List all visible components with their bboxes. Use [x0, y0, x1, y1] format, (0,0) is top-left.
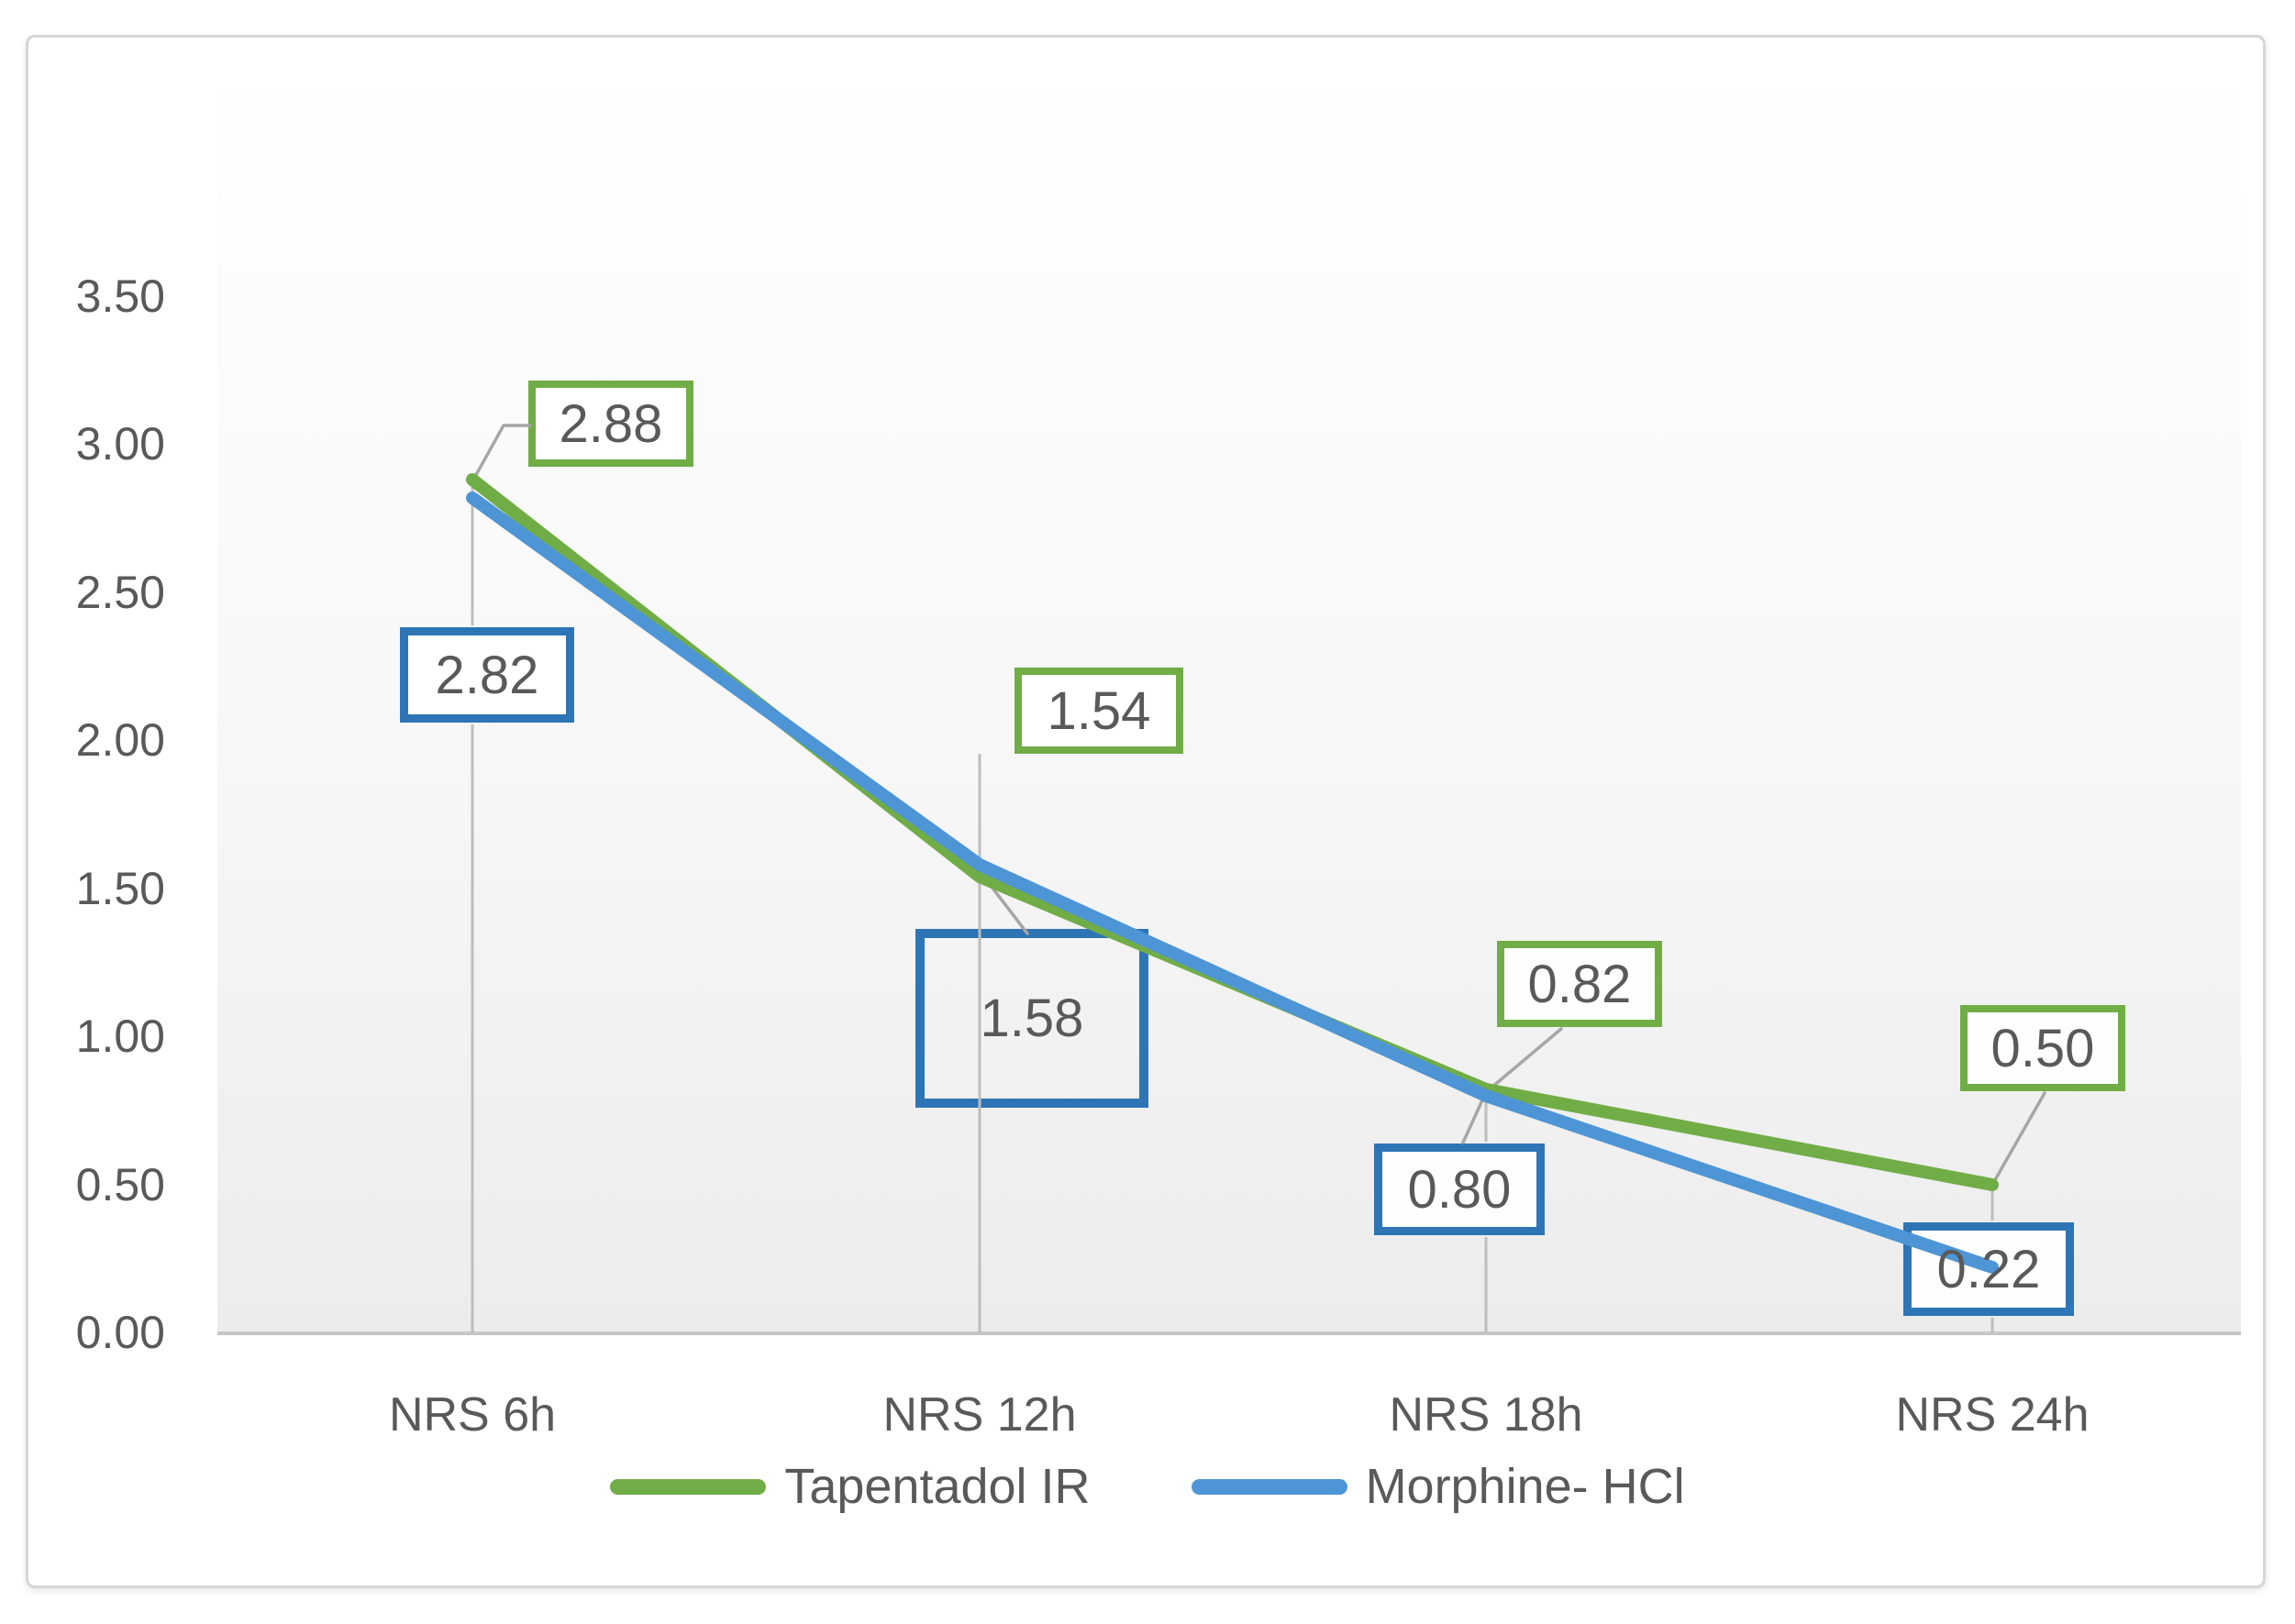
- x-axis-tick-label: NRS 24h: [1895, 1388, 2090, 1442]
- data-label-box: 0.82: [1497, 941, 1662, 1027]
- y-axis-tick-label: 3.50: [75, 271, 165, 322]
- label-leader-line: [1484, 1027, 1563, 1094]
- data-label-box: 0.22: [1903, 1222, 2074, 1316]
- y-axis-tick-label: 2.50: [75, 567, 165, 618]
- data-label-value: 0.50: [1990, 1018, 2095, 1078]
- legend-label: Tapentadol IR: [784, 1459, 1091, 1514]
- label-leader-line: [471, 424, 532, 483]
- data-label-box: 0.50: [1960, 1005, 2125, 1091]
- series-line-tapentadol-ir: [466, 473, 1999, 1191]
- legend-item: Tapentadol IR: [610, 1459, 1091, 1514]
- data-label-box: 2.88: [528, 381, 693, 467]
- label-leader-line: [1990, 1091, 2046, 1187]
- data-label-box: 0.80: [1374, 1143, 1545, 1235]
- y-axis-tick-label: 0.00: [75, 1307, 165, 1358]
- x-axis-line: [217, 1331, 2241, 1335]
- data-label-value: 2.82: [435, 645, 539, 705]
- y-axis-tick-label: 3.00: [75, 418, 165, 470]
- data-label-value: 2.88: [559, 393, 663, 454]
- legend-line-swatch: [1191, 1478, 1347, 1495]
- chart-legend: Tapentadol IR Morphine- HCl: [0, 1454, 2295, 1519]
- x-axis-tick-label: NRS 18h: [1389, 1388, 1583, 1442]
- y-axis-tick-label: 1.00: [75, 1011, 165, 1062]
- data-label-box: 1.54: [1014, 668, 1183, 754]
- data-label-value: 0.22: [1936, 1239, 2041, 1299]
- data-label-value: 1.58: [980, 988, 1084, 1048]
- y-axis-tick-label: 0.50: [75, 1159, 165, 1210]
- data-label-box: 1.58: [915, 928, 1148, 1108]
- data-label-value: 1.54: [1047, 680, 1151, 741]
- x-axis-tick-label: NRS 6h: [388, 1388, 557, 1442]
- data-label-box: 2.82: [400, 627, 574, 723]
- y-axis-tick-label: 1.50: [75, 863, 165, 914]
- x-axis-tick-label: NRS 12h: [882, 1388, 1077, 1442]
- legend-line-swatch: [610, 1478, 767, 1495]
- legend-label: Morphine- HCl: [1365, 1459, 1685, 1514]
- data-label-value: 0.82: [1527, 954, 1632, 1014]
- legend-item: Morphine- HCl: [1191, 1459, 1685, 1514]
- series-line-morphine-hcl: [466, 492, 1999, 1274]
- data-label-value: 0.80: [1407, 1159, 1512, 1220]
- y-axis-tick-label: 2.00: [75, 714, 165, 766]
